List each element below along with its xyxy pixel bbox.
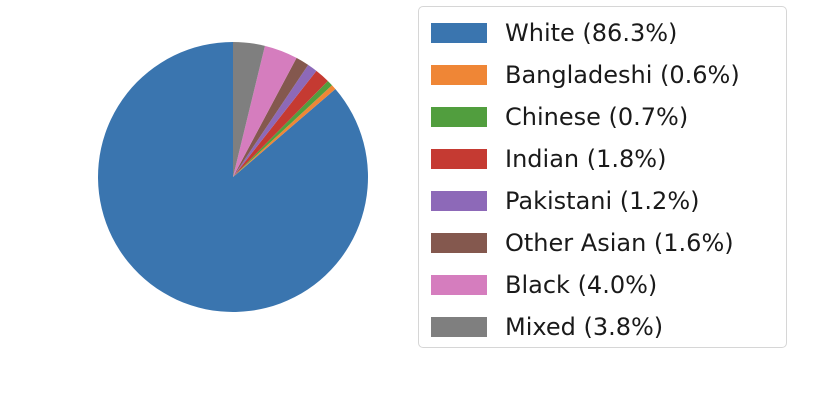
pie-slice-chinese [233, 80, 332, 177]
legend-swatch-other-asian [431, 233, 487, 253]
legend-label-indian: Indian (1.8%) [505, 145, 667, 173]
pie-slice-pakistani [233, 64, 317, 177]
legend-swatch-indian [431, 149, 487, 169]
pie-slice-mixed [233, 42, 265, 177]
pie-slice-white [98, 42, 369, 312]
legend-swatch-black [431, 275, 487, 295]
legend-swatch-pakistani [431, 191, 487, 211]
pie-slice-black [233, 45, 297, 177]
legend-swatch-chinese [431, 107, 487, 127]
legend-label-bangladeshi: Bangladeshi (0.6%) [505, 61, 740, 89]
legend: White (86.3%) Bangladeshi (0.6%) Chinese (… [418, 6, 787, 348]
pie-slice-indian [233, 70, 328, 177]
legend-label-chinese: Chinese (0.7%) [505, 103, 689, 131]
pie-slice-bangladeshi [233, 85, 336, 177]
legend-label-white: White (86.3%) [505, 19, 678, 47]
legend-swatch-white [431, 23, 487, 43]
legend-swatch-mixed [431, 317, 487, 337]
legend-label-mixed: Mixed (3.8%) [505, 313, 664, 341]
legend-label-pakistani: Pakistani (1.2%) [505, 187, 700, 215]
legend-label-other-asian: Other Asian (1.6%) [505, 229, 734, 257]
pie-slice-other-asian [233, 57, 309, 177]
legend-label-black: Black (4.0%) [505, 271, 658, 299]
legend-swatch-bangladeshi [431, 65, 487, 85]
